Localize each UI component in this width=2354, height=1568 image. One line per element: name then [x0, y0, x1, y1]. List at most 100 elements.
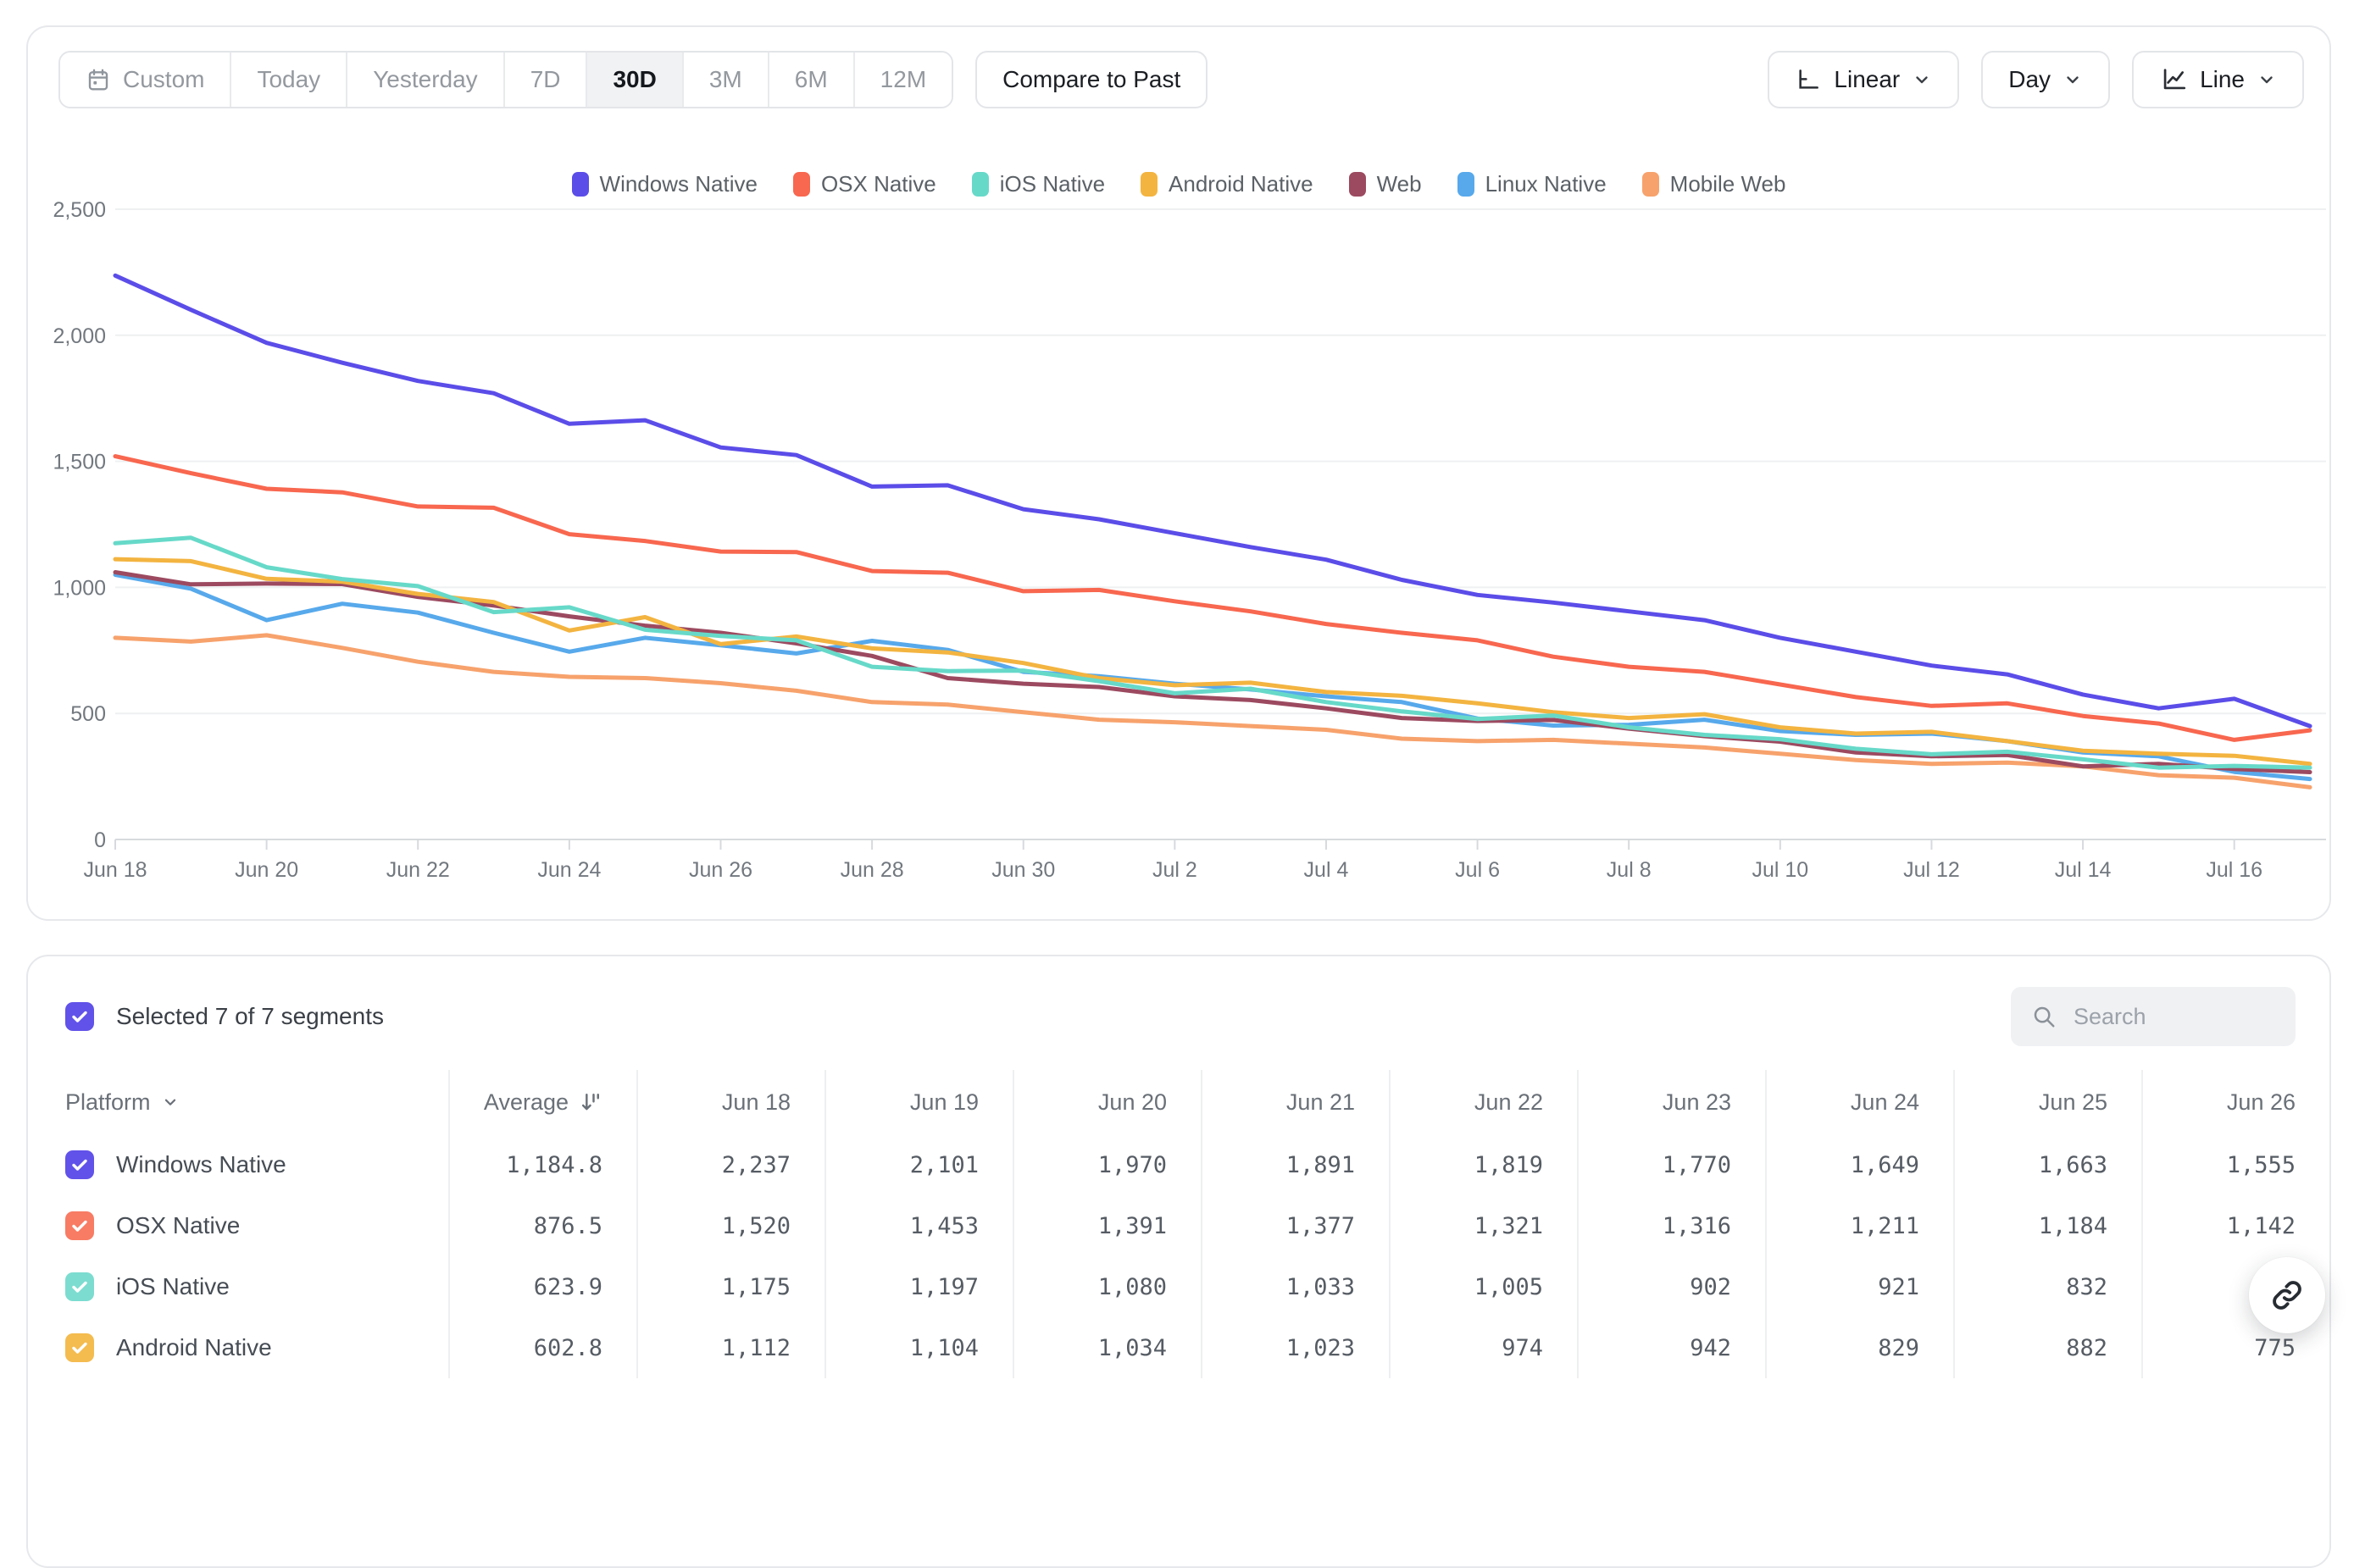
column-header-jun-19[interactable]: Jun 19 — [824, 1070, 1013, 1134]
date-range-group: Custom Today Yesterday 7D 30D 3M 6M 12M — [58, 51, 954, 108]
value-cell: 1,649 — [1765, 1134, 1953, 1195]
scale-dropdown-label: Linear — [1834, 66, 1901, 92]
svg-text:Jun 18: Jun 18 — [83, 858, 147, 882]
range-6m[interactable]: 6M — [767, 53, 853, 107]
segment-checkbox[interactable] — [65, 1211, 94, 1240]
series-line-web — [113, 570, 2312, 774]
value-cell: 1,005 — [1389, 1256, 1577, 1317]
series-line-android-native — [113, 557, 2312, 767]
range-today[interactable]: Today — [230, 53, 347, 107]
column-header-jun-22[interactable]: Jun 22 — [1389, 1070, 1577, 1134]
chart-card: Custom Today Yesterday 7D 30D 3M 6M 12M Compare… — [26, 25, 2331, 921]
chart-options-group: Linear Day Line — [1768, 51, 2304, 108]
range-yesterday[interactable]: Yesterday — [346, 53, 503, 107]
value-cell: 1,197 — [824, 1256, 1013, 1317]
column-header-jun-24[interactable]: Jun 24 — [1765, 1070, 1953, 1134]
value-cell: 1,819 — [1389, 1134, 1577, 1195]
value-cell: 1,184 — [1953, 1195, 2141, 1256]
value-cell: 1,104 — [824, 1317, 1013, 1378]
column-header-jun-21[interactable]: Jun 21 — [1201, 1070, 1389, 1134]
value-cell: 1,034 — [1013, 1317, 1201, 1378]
value-cell: 2,101 — [824, 1134, 1013, 1195]
range-custom[interactable]: Custom — [60, 53, 230, 107]
platform-label: iOS Native — [116, 1273, 230, 1299]
platform-label: OSX Native — [116, 1212, 241, 1238]
range-label: Today — [257, 66, 321, 92]
svg-text:2,000: 2,000 — [53, 324, 106, 348]
legend-swatch — [571, 172, 589, 197]
legend-label: Mobile Web — [1669, 171, 1786, 197]
legend-item[interactable]: OSX Native — [792, 171, 936, 197]
svg-text:Jul 14: Jul 14 — [2055, 858, 2112, 882]
selected-summary: Selected 7 of 7 segments — [116, 1003, 384, 1029]
chart-type-dropdown[interactable]: Line — [2132, 51, 2304, 108]
range-label: 12M — [880, 66, 927, 92]
legend-swatch — [1141, 172, 1158, 197]
legend-swatch — [1457, 172, 1474, 197]
scale-dropdown[interactable]: Linear — [1768, 51, 1960, 108]
range-label: 3M — [708, 66, 742, 92]
range-label: Custom — [123, 66, 205, 92]
legend-item[interactable]: Android Native — [1141, 171, 1313, 197]
chevron-down-icon — [1912, 69, 1932, 90]
legend-label: OSX Native — [820, 171, 936, 197]
range-12m[interactable]: 12M — [852, 53, 952, 107]
legend-swatch — [792, 172, 810, 197]
value-cell: 1,175 — [636, 1256, 824, 1317]
segment-checkbox[interactable] — [65, 1272, 94, 1301]
segment-checkbox[interactable] — [65, 1333, 94, 1362]
svg-text:Jul 2: Jul 2 — [1152, 858, 1197, 882]
compare-to-past-button[interactable]: Compare to Past — [975, 51, 1208, 108]
column-header-jun-20[interactable]: Jun 20 — [1013, 1070, 1201, 1134]
value-cell: 1,080 — [1013, 1256, 1201, 1317]
column-header-jun-23[interactable]: Jun 23 — [1577, 1070, 1765, 1134]
search-box[interactable] — [2011, 987, 2296, 1046]
column-header-jun-26[interactable]: Jun 26 — [2141, 1070, 2329, 1134]
range-30d[interactable]: 30D — [586, 53, 682, 107]
column-header-jun-18[interactable]: Jun 18 — [636, 1070, 824, 1134]
range-label: 7D — [530, 66, 561, 92]
interval-dropdown[interactable]: Day — [1981, 51, 2111, 108]
legend-swatch — [971, 172, 989, 197]
value-cell: 602.8 — [448, 1317, 636, 1378]
series-line-linux-native — [113, 573, 2312, 782]
value-cell: 942 — [1577, 1317, 1765, 1378]
link-icon — [2269, 1277, 2305, 1313]
svg-text:Jun 30: Jun 30 — [991, 858, 1055, 882]
column-header-jun-25[interactable]: Jun 25 — [1953, 1070, 2141, 1134]
value-cell: 775 — [2141, 1317, 2329, 1378]
value-cell: 882 — [1953, 1317, 2141, 1378]
platform-cell: OSX Native — [28, 1195, 448, 1256]
calendar-icon — [86, 67, 111, 92]
value-cell: 921 — [1765, 1256, 1953, 1317]
compare-to-past-label: Compare to Past — [1002, 66, 1181, 92]
column-header-average[interactable]: Average — [448, 1070, 636, 1134]
value-cell: 902 — [1577, 1256, 1765, 1317]
column-header-label: Average — [483, 1089, 569, 1115]
legend-item[interactable]: Web — [1348, 171, 1422, 197]
value-cell: 1,321 — [1389, 1195, 1577, 1256]
legend-item[interactable]: Mobile Web — [1641, 171, 1786, 197]
value-cell: 2,237 — [636, 1134, 824, 1195]
share-link-fab[interactable] — [2249, 1257, 2325, 1333]
range-label: Yesterday — [373, 66, 478, 92]
legend-item[interactable]: Linux Native — [1457, 171, 1607, 197]
interval-dropdown-label: Day — [2008, 66, 2051, 92]
chevron-down-icon — [2063, 69, 2083, 90]
line-chart-icon — [2159, 65, 2188, 94]
legend-item[interactable]: Windows Native — [571, 171, 758, 197]
range-7d[interactable]: 7D — [502, 53, 586, 107]
value-cell: 623.9 — [448, 1256, 636, 1317]
legend-item[interactable]: iOS Native — [971, 171, 1105, 197]
legend-label: Web — [1376, 171, 1422, 197]
column-header-label: Jun 18 — [721, 1089, 791, 1115]
chart-svg: 0 500 1,000 1,500 2,000 2,500 Jun 18 Jun 20 Jun … — [53, 198, 2326, 882]
platform-header[interactable]: Platform — [28, 1070, 448, 1134]
svg-text:500: 500 — [70, 702, 106, 726]
search-input[interactable] — [2072, 1002, 2275, 1031]
segment-checkbox[interactable] — [65, 1150, 94, 1179]
value-cell: 1,033 — [1201, 1256, 1389, 1317]
select-all-checkbox[interactable] — [65, 1002, 94, 1031]
platform-label: Android Native — [116, 1334, 272, 1360]
range-3m[interactable]: 3M — [681, 53, 768, 107]
